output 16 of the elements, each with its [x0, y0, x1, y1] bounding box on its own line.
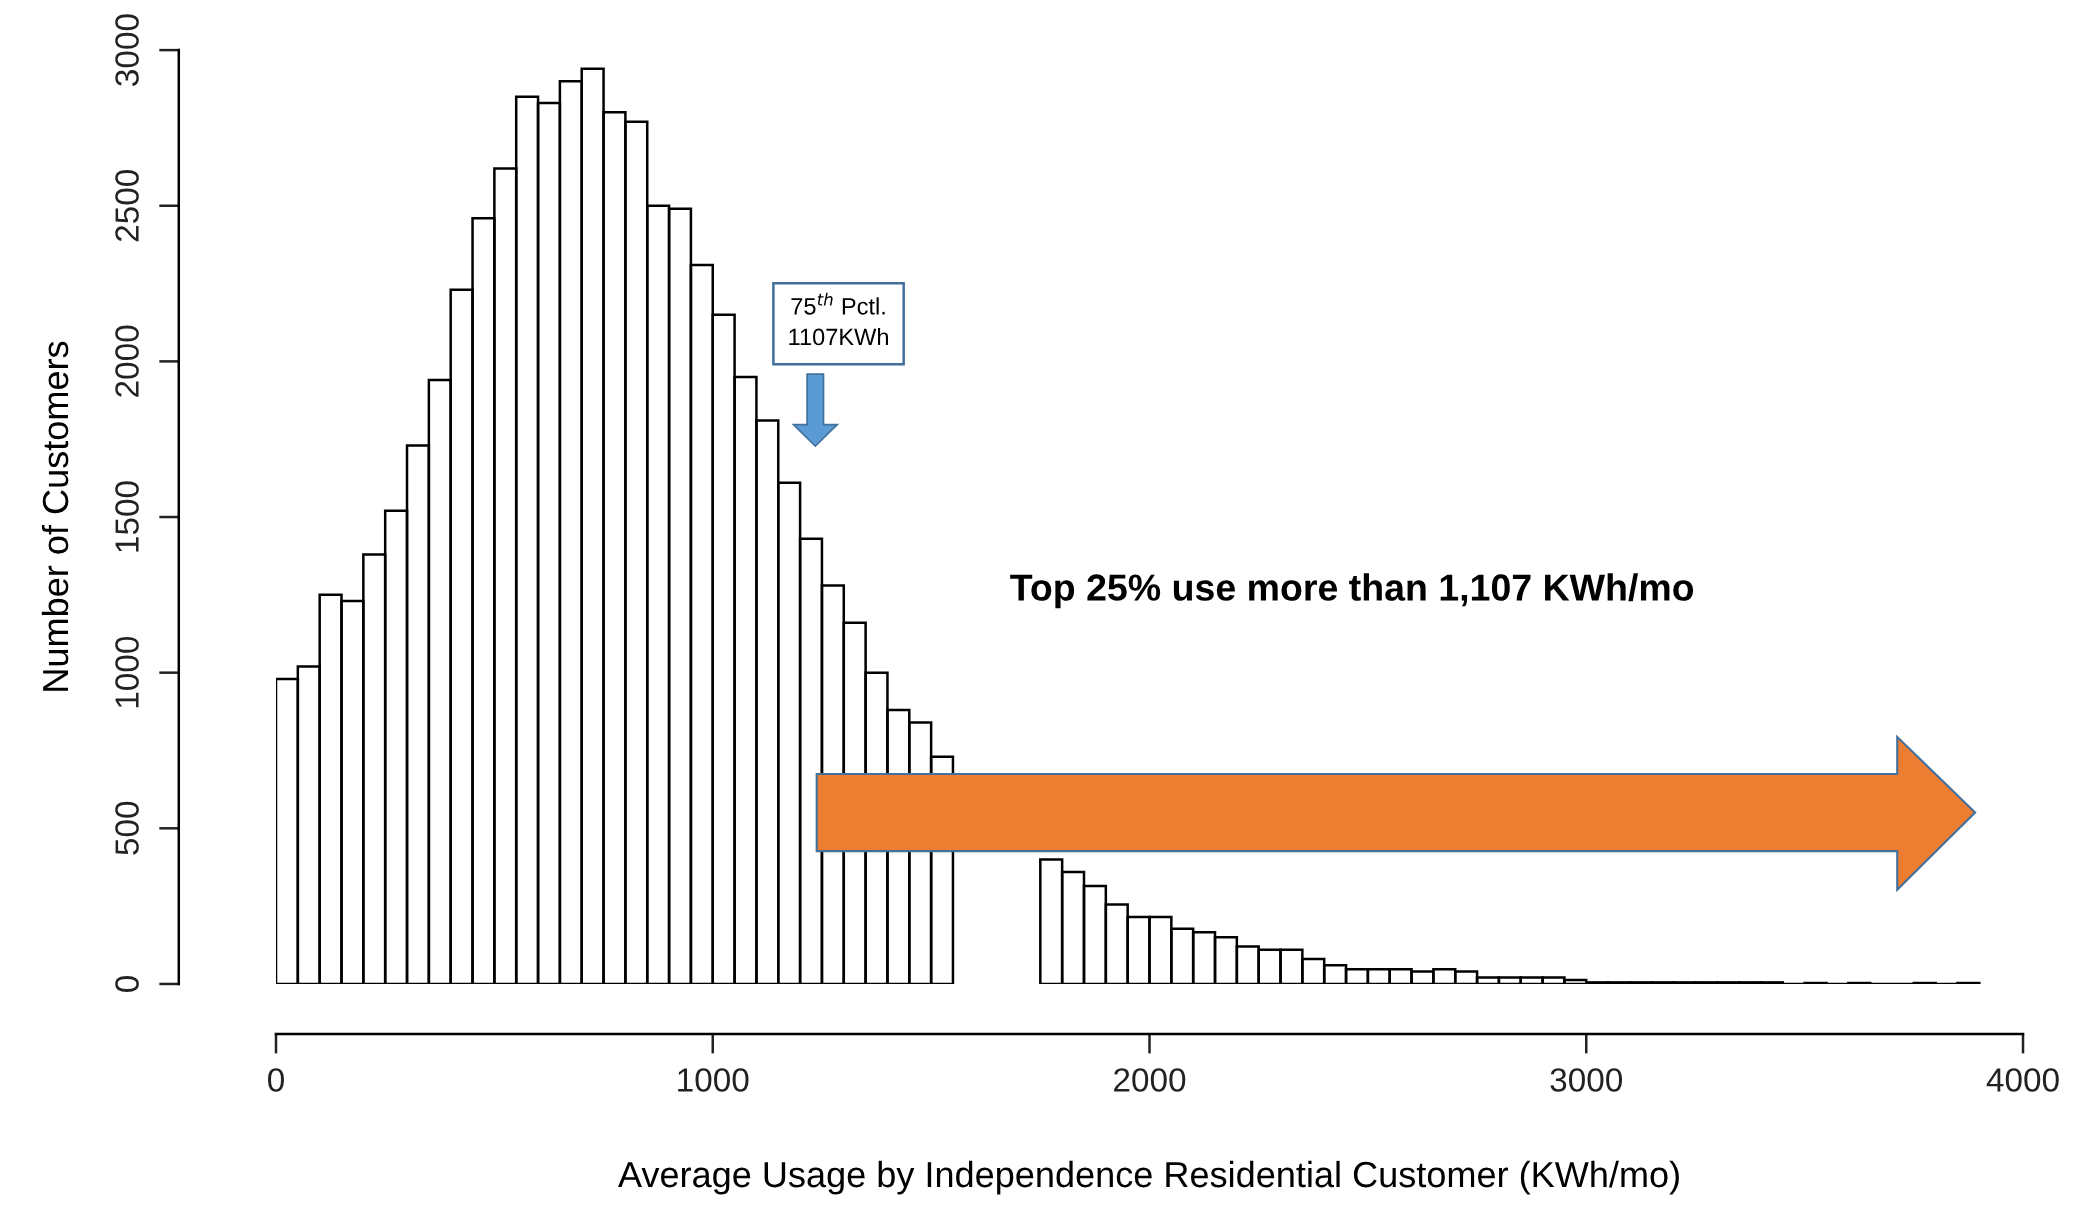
x-tick-label: 0: [268, 1068, 284, 1092]
y-tick-label: 0: [115, 975, 139, 992]
x-tick-label: 1000: [678, 1068, 749, 1092]
annotation: 75$^{th}$ Pctl. 1107KWh: [789, 292, 888, 346]
x-axis-title: Average Usage by Independence Residential Customer (KWh/mo): [618, 1160, 1679, 1195]
y-tick-label: 1000: [115, 636, 139, 708]
y-tick-label: 2500: [115, 169, 139, 242]
x-tick-label: 3000: [1550, 1068, 1623, 1092]
y-axis-title: Number of Customers: [41, 341, 69, 691]
y-tick-label: 3000: [115, 14, 139, 86]
y-tick-label: 1500: [115, 481, 139, 552]
y-tick-label: 500: [115, 801, 139, 855]
x-tick-label: 2000: [1114, 1068, 1186, 1092]
x-tick-label: 4000: [1986, 1068, 2059, 1092]
annotation: Top 25% use more than 1,107 KWh/mo: [1010, 573, 1694, 609]
y-tick-label: 2000: [115, 325, 139, 397]
